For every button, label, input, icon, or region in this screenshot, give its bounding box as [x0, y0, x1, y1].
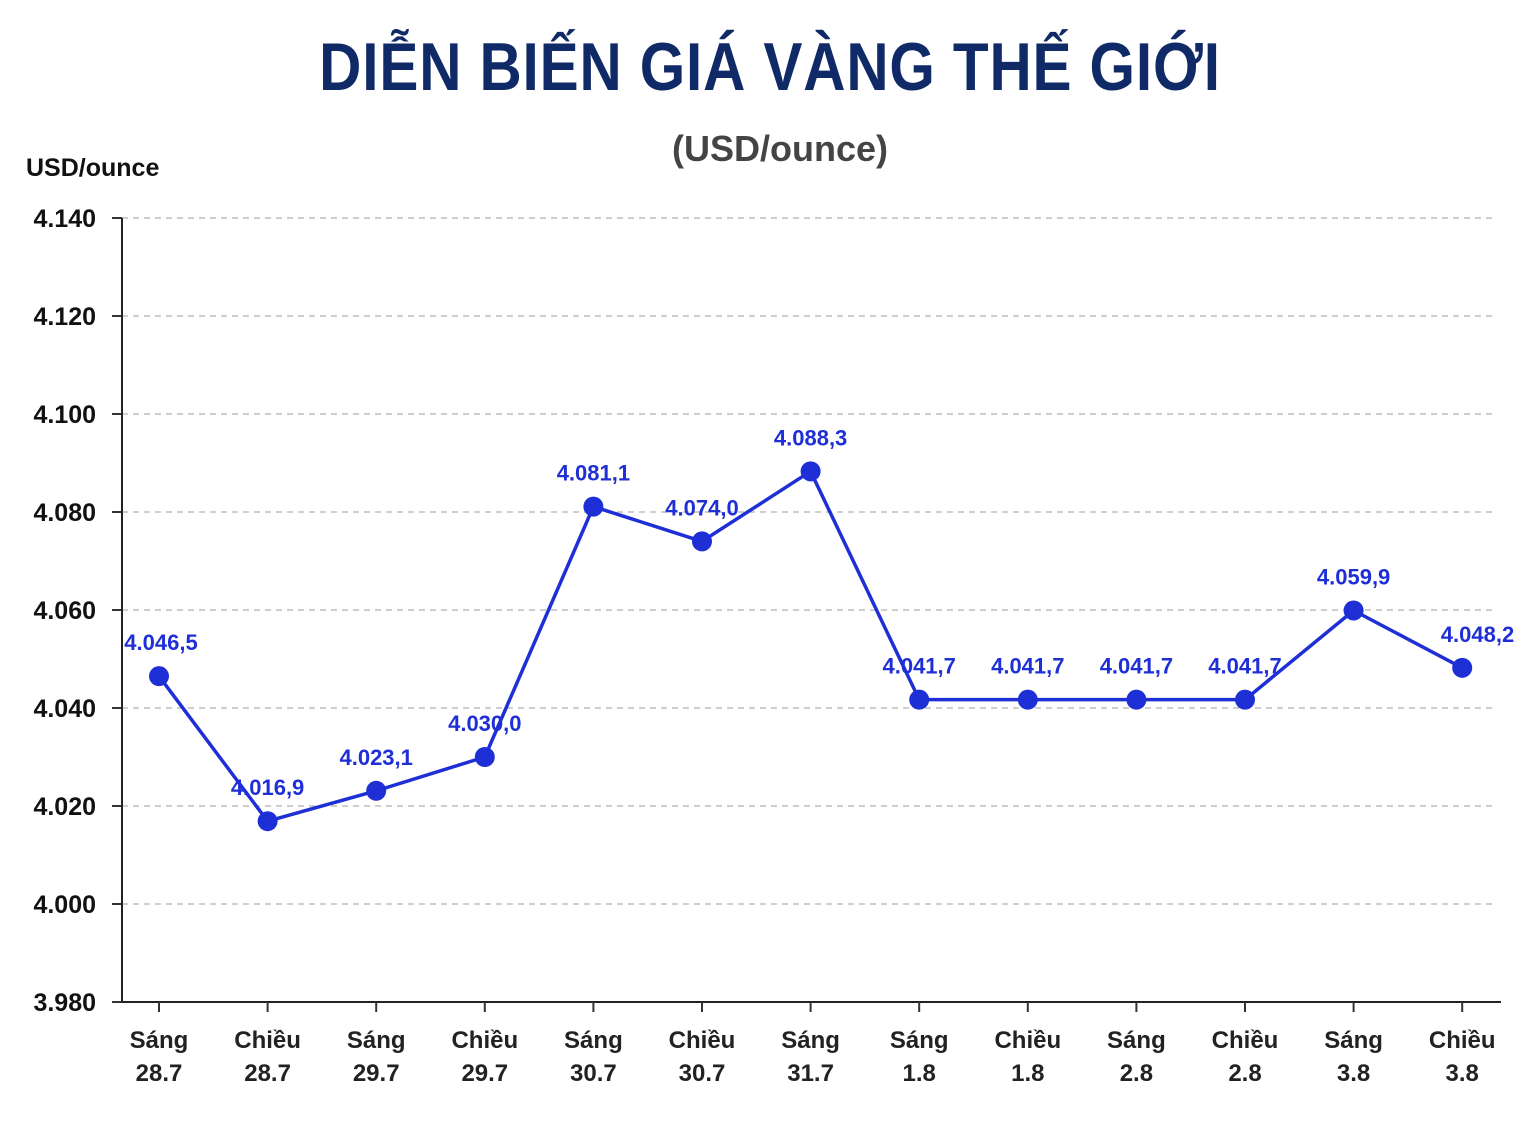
data-point	[583, 496, 604, 517]
x-tick-label-session: Chiều	[1429, 1027, 1496, 1054]
data-label: 4.023,1	[339, 745, 412, 770]
x-tick-label-session: Sáng	[130, 1027, 189, 1054]
data-point	[257, 811, 278, 832]
x-tick-label-date: 2.8	[1228, 1060, 1261, 1087]
data-point	[474, 747, 495, 767]
x-tick-label-session: Sáng	[1324, 1027, 1383, 1054]
data-label: 4.048,2	[1441, 622, 1514, 647]
x-tick-label-session: Chiều	[669, 1027, 736, 1054]
x-tick-label-session: Chiều	[1212, 1027, 1279, 1054]
x-tick-label-date: 29.7	[353, 1060, 400, 1087]
y-tick-label: 4.000	[33, 891, 96, 919]
x-tick-label-session: Sáng	[890, 1027, 949, 1054]
data-point	[909, 689, 930, 710]
x-tick-label-session: Sáng	[564, 1027, 623, 1054]
x-tick-label-date: 1.8	[1011, 1060, 1044, 1087]
data-label: 4.016,9	[231, 775, 304, 800]
chart-title: DIỄN BIẾN GIÁ VÀNG THẾ GIỚI	[319, 29, 1221, 105]
x-tick-label-date: 28.7	[244, 1060, 291, 1087]
data-label: 4.041,7	[991, 654, 1064, 679]
data-label: 4.041,7	[1100, 654, 1173, 679]
x-tick-label-date: 3.8	[1446, 1060, 1479, 1087]
data-label: 4.041,7	[882, 654, 955, 679]
data-point	[1017, 689, 1038, 710]
x-tick-label-session: Sáng	[781, 1027, 840, 1054]
data-label: 4.030,0	[448, 711, 521, 736]
data-label: 4.046,5	[124, 630, 197, 655]
data-label: 4.041,7	[1208, 654, 1281, 679]
x-tick-label-date: 30.7	[570, 1060, 617, 1087]
data-point	[1126, 689, 1147, 710]
y-tick-label: 4.040	[33, 695, 96, 723]
x-tick-label-date: 30.7	[679, 1060, 726, 1087]
chart-subtitle: (USD/ounce)	[672, 128, 888, 169]
data-label: 4.088,3	[774, 425, 847, 450]
data-point	[149, 666, 169, 687]
y-tick-label: 4.120	[33, 303, 96, 331]
data-label: 4.081,1	[557, 461, 630, 486]
data-point	[366, 780, 387, 801]
data-point	[800, 461, 821, 482]
y-axis-unit-label: USD/ounce	[26, 154, 159, 182]
x-tick-label-session: Sáng	[347, 1027, 406, 1054]
x-tick-label-date: 29.7	[461, 1060, 508, 1087]
data-point	[1235, 689, 1255, 710]
x-tick-label-date: 2.8	[1120, 1060, 1153, 1087]
x-tick-label-session: Chiều	[234, 1027, 301, 1054]
y-tick-label: 4.080	[33, 499, 96, 527]
y-tick-label: 3.980	[33, 989, 96, 1017]
y-tick-label: 4.060	[33, 597, 96, 625]
y-tick-label: 4.140	[33, 205, 96, 233]
data-label: 4.074,0	[665, 495, 738, 520]
data-label: 4.059,9	[1317, 564, 1390, 589]
data-point	[1452, 657, 1473, 678]
data-point	[692, 531, 712, 552]
y-tick-label: 4.100	[33, 401, 96, 429]
x-tick-label-date: 3.8	[1337, 1060, 1370, 1087]
x-tick-label-date: 1.8	[903, 1060, 936, 1087]
y-tick-label: 4.020	[33, 793, 96, 821]
x-tick-label-session: Sáng	[1107, 1027, 1166, 1054]
x-tick-label-date: 28.7	[136, 1060, 183, 1087]
x-tick-label-date: 31.7	[787, 1060, 834, 1087]
x-tick-label-session: Chiều	[451, 1027, 518, 1054]
data-point	[1343, 600, 1364, 621]
x-tick-label-session: Chiều	[994, 1027, 1061, 1054]
